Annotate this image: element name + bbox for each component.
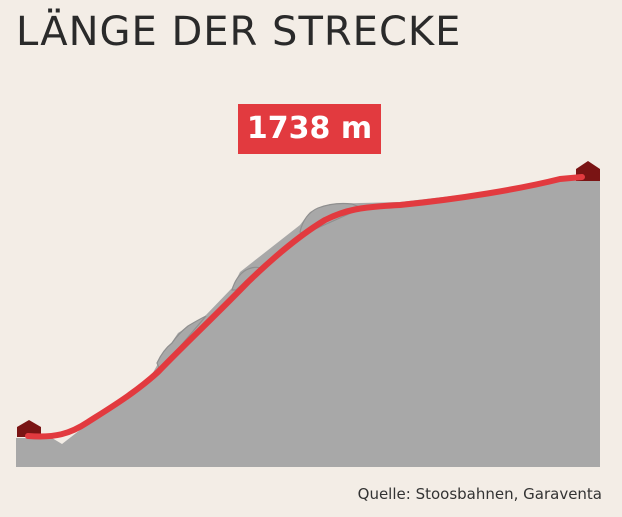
valley-station-icon — [17, 420, 41, 437]
mountain-profile — [16, 180, 600, 467]
page-title: LÄNGE DER STRECKE — [16, 9, 462, 55]
funicular-track-line — [25, 174, 585, 440]
source-note: Quelle: Stoosbahnen, Garaventa — [357, 485, 602, 503]
track-length-badge: 1738 m — [238, 104, 381, 154]
